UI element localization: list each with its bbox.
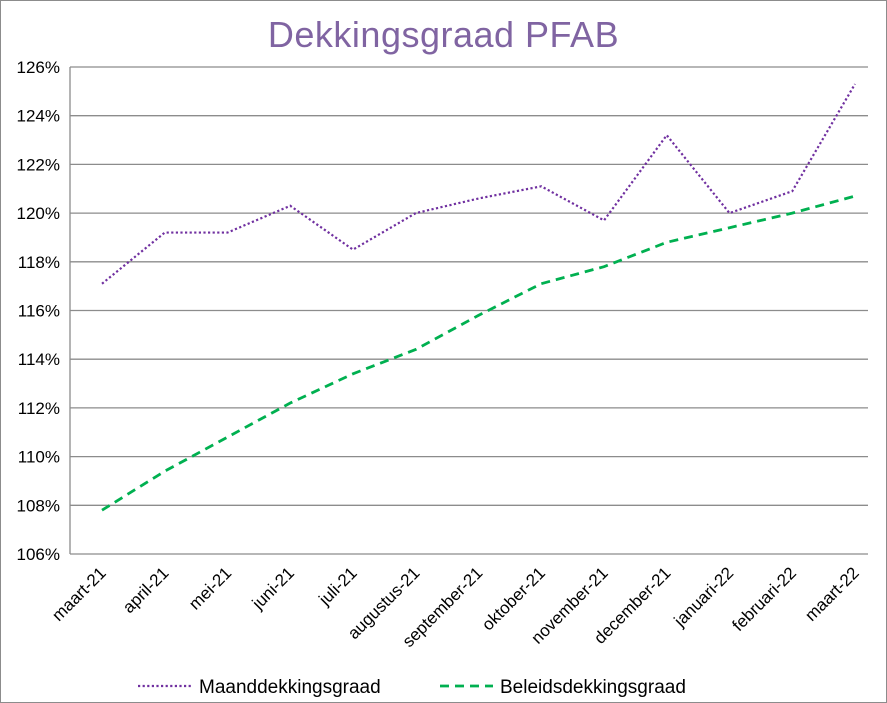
x-axis-ticks: maart-21 april-21 mei-21 juni-21 juli-21augu… xyxy=(48,563,863,651)
y-tick-label: 108% xyxy=(17,496,60,515)
y-axis-ticks: 106% 108% 110% 112% 114% 116% 118% 120% 122% 124%… xyxy=(17,58,60,564)
series-line-2 xyxy=(101,194,856,512)
legend-label: Beleidsdekkingsgraad xyxy=(500,677,686,698)
y-tick-label: 126% xyxy=(17,58,60,77)
legend: Maanddekkingsgraad Beleidsdekkingsgraad xyxy=(138,677,686,698)
series-line-1 xyxy=(101,83,856,285)
x-tick-label: juli-21 xyxy=(315,563,361,609)
x-tick-label: januari-22 xyxy=(670,563,738,631)
x-tick-label: april-21 xyxy=(119,563,173,617)
y-tick-label: 124% xyxy=(17,107,60,126)
x-tick-label: februari-22 xyxy=(729,563,801,635)
y-tick-label: 122% xyxy=(17,155,60,174)
x-tick-label: maart-21 xyxy=(48,563,110,625)
x-tick-label: mei-21 xyxy=(185,563,235,613)
y-tick-label: 118% xyxy=(18,253,60,272)
y-tick-label: 114% xyxy=(18,350,60,369)
y-tick-label: 110% xyxy=(18,448,60,467)
y-tick-label: 120% xyxy=(17,204,60,223)
y-tick-label: 106% xyxy=(17,545,60,564)
chart-title: Dekkingsgraad PFAB xyxy=(267,14,620,55)
y-tick-label: 116% xyxy=(18,302,60,321)
y-tick-label: 112% xyxy=(18,399,60,418)
x-tick-label: juni-21 xyxy=(248,563,298,613)
legend-label: Maanddekkingsgraad xyxy=(199,677,381,698)
x-tick-label: maart-22 xyxy=(801,563,863,625)
series-lines xyxy=(101,83,856,512)
gridlines xyxy=(69,66,868,555)
